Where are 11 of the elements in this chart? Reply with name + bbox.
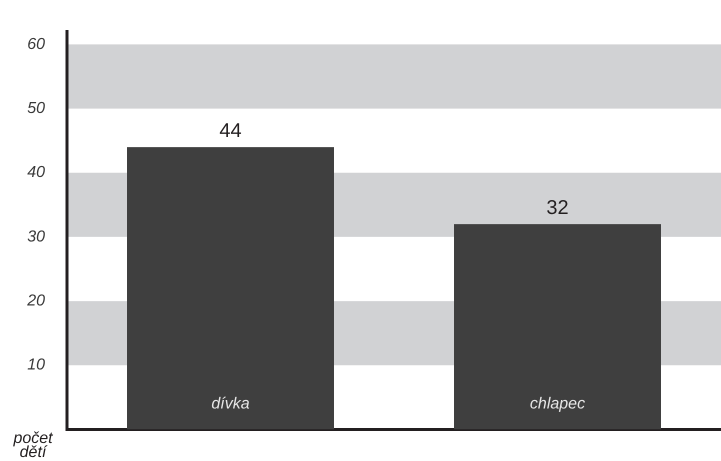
- y-tick-label: 10: [27, 356, 46, 374]
- x-tick-label: chlapec: [530, 395, 586, 412]
- data-label: 32: [546, 197, 569, 220]
- y-tick-label: 30: [27, 228, 46, 246]
- y-tick-label: 60: [27, 36, 46, 53]
- data-label: 44: [219, 120, 242, 142]
- y-tick-label: 50: [27, 100, 46, 118]
- y-tick-label: 40: [27, 164, 46, 182]
- y-tick-label: 20: [26, 292, 46, 310]
- y-axis-title: počet dětí: [12, 430, 54, 461]
- x-tick-label: dívka: [211, 395, 250, 412]
